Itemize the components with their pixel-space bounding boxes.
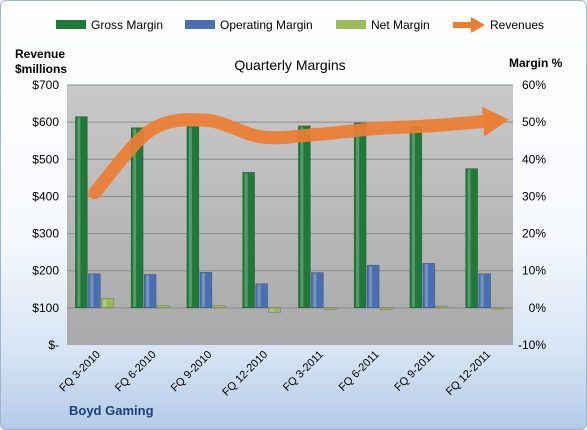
legend-label-net-margin: Net Margin bbox=[371, 18, 430, 32]
x-tick-label: FQ 12-2010 bbox=[220, 349, 270, 399]
x-tick-label: FQ 3-2011 bbox=[281, 349, 326, 394]
left-tick-label: $300 bbox=[32, 227, 59, 241]
bar-net-margin bbox=[324, 307, 337, 310]
bar-net-margin bbox=[379, 307, 393, 310]
x-tick-label: FQ 12-2011 bbox=[444, 349, 493, 398]
x-tick-label: FQ 6-2011 bbox=[337, 349, 382, 394]
bar-operating-margin bbox=[422, 263, 436, 309]
right-tick-label: 20% bbox=[522, 227, 546, 241]
bar-gross-margin bbox=[298, 125, 311, 309]
x-tick-label: FQ 3-2010 bbox=[57, 349, 103, 395]
bar-highlight bbox=[411, 127, 415, 307]
bar-highlight bbox=[201, 273, 205, 307]
left-tick-label: $- bbox=[48, 338, 59, 352]
left-tick-label: $700 bbox=[32, 78, 59, 92]
left-tick-label: $600 bbox=[32, 115, 59, 129]
x-tick-label: FQ 6-2010 bbox=[113, 349, 159, 395]
left-tick-label: $200 bbox=[32, 264, 59, 278]
x-axis-ticks: FQ 3-2010 FQ 6-2010 FQ 9-2010 FQ 12-2010 FQ … bbox=[57, 349, 493, 399]
left-axis-ticks: $- $100 $200 $300 $400 $500 $600 $700 bbox=[32, 78, 59, 352]
bar-gross-margin bbox=[353, 122, 367, 309]
bar-gross-margin bbox=[75, 116, 88, 309]
left-axis-label-line2: $millions bbox=[15, 62, 67, 76]
bar-operating-margin bbox=[478, 273, 491, 309]
bar-net-margin bbox=[268, 307, 281, 313]
right-tick-label: 50% bbox=[522, 115, 546, 129]
bar-net-margin bbox=[156, 305, 170, 309]
legend-swatch-operating-margin bbox=[185, 20, 215, 29]
chart-title: Quarterly Margins bbox=[234, 57, 345, 73]
bar-highlight bbox=[257, 284, 261, 307]
bar-highlight bbox=[244, 173, 248, 307]
bar-highlight bbox=[467, 169, 471, 307]
bar-highlight bbox=[480, 274, 484, 307]
bar-operating-margin bbox=[255, 283, 268, 309]
left-axis-label-line1: Revenue bbox=[15, 47, 65, 61]
bars bbox=[75, 116, 504, 313]
company-label: Boyd Gaming bbox=[69, 403, 154, 418]
right-tick-label: 30% bbox=[522, 189, 546, 203]
bar-operating-margin bbox=[366, 264, 380, 309]
left-tick-label: $100 bbox=[32, 301, 59, 315]
bar-operating-margin bbox=[88, 273, 101, 309]
bar-highlight bbox=[313, 273, 317, 307]
bar-highlight bbox=[424, 264, 428, 307]
bar-gross-margin bbox=[186, 126, 200, 309]
revenue-line bbox=[88, 106, 510, 200]
bar-highlight bbox=[133, 128, 137, 307]
bar-net-margin bbox=[435, 305, 449, 309]
bar-net-margin bbox=[101, 298, 114, 309]
bar-highlight bbox=[188, 127, 192, 307]
legend-label-revenues: Revenues bbox=[490, 18, 544, 32]
legend-swatch-revenues bbox=[453, 17, 485, 33]
bar-operating-margin bbox=[143, 274, 157, 309]
bar-gross-margin bbox=[242, 172, 255, 309]
bar-gross-margin bbox=[130, 127, 144, 309]
right-tick-label: 10% bbox=[522, 264, 546, 278]
bar-highlight bbox=[103, 299, 107, 307]
revenue-arrowhead bbox=[481, 106, 510, 137]
left-tick-label: $500 bbox=[32, 152, 59, 166]
legend-swatch-gross-margin bbox=[56, 20, 86, 29]
x-tick-label: FQ 9-2011 bbox=[392, 349, 437, 394]
bar-highlight bbox=[146, 275, 150, 307]
bar-gross-margin bbox=[409, 126, 423, 309]
bar-highlight bbox=[270, 308, 274, 312]
right-tick-label: 60% bbox=[522, 78, 546, 92]
bar-net-margin bbox=[491, 307, 504, 310]
legend-label-gross-margin: Gross Margin bbox=[91, 18, 163, 32]
legend-label-operating-margin: Operating Margin bbox=[220, 18, 313, 32]
bar-highlight bbox=[77, 117, 81, 307]
bar-highlight bbox=[90, 274, 94, 307]
bar-operating-margin bbox=[311, 272, 324, 309]
bar-gross-margin bbox=[465, 168, 478, 309]
bar-operating-margin bbox=[199, 271, 213, 309]
right-tick-label: 0% bbox=[529, 301, 547, 315]
left-tick-label: $400 bbox=[32, 189, 59, 203]
right-axis-ticks: -10% 0% 10% 20% 30% 40% 50% 60% bbox=[518, 78, 546, 352]
legend: Gross Margin Operating Margin Net Margin… bbox=[56, 17, 544, 33]
bar-highlight bbox=[300, 126, 304, 307]
right-tick-label: 40% bbox=[522, 152, 546, 166]
bar-highlight bbox=[356, 123, 360, 307]
bar-net-margin bbox=[212, 305, 226, 309]
legend-swatch-net-margin bbox=[336, 20, 366, 29]
bar-highlight bbox=[369, 266, 373, 307]
right-tick-label: -10% bbox=[518, 338, 546, 352]
right-axis-label: Margin % bbox=[509, 56, 563, 70]
x-tick-label: FQ 9-2010 bbox=[169, 349, 215, 395]
